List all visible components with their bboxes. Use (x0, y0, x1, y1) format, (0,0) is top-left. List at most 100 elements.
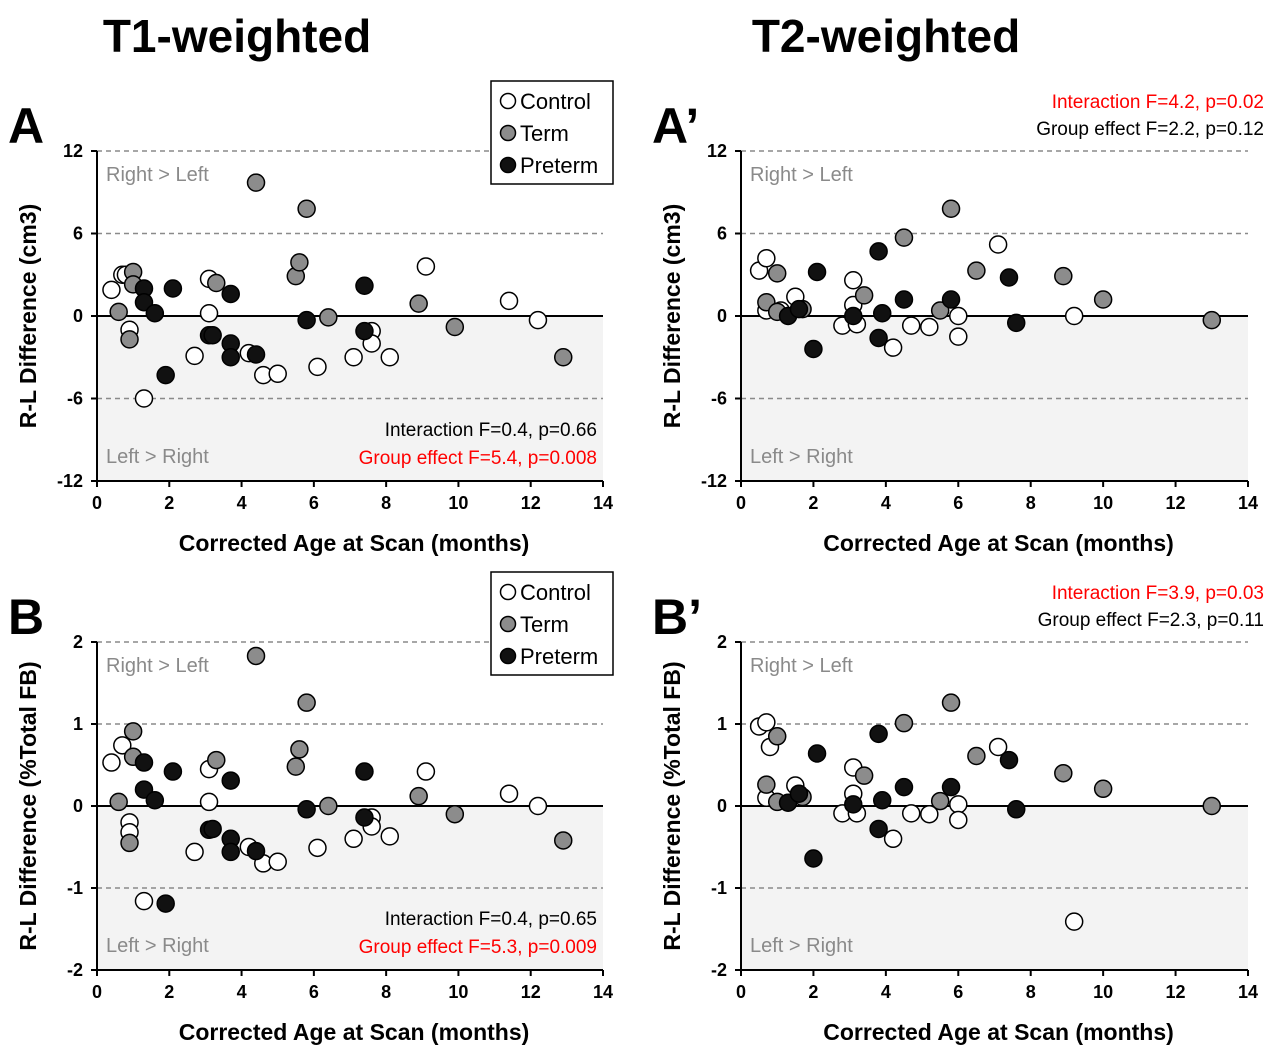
data-point-preterm (807, 744, 827, 763)
data-point-preterm (221, 284, 240, 304)
x-tick-label: 8 (381, 982, 391, 1002)
y-tick-label: -1 (711, 878, 727, 898)
data-point-control (844, 271, 863, 290)
x-tick-label: 14 (1238, 982, 1258, 1002)
data-point-control (901, 316, 921, 335)
legend-marker-term (499, 124, 517, 142)
data-point-preterm (203, 819, 222, 839)
data-point-control (757, 249, 776, 268)
data-point-preterm (221, 771, 240, 790)
data-point-control (757, 713, 776, 732)
data-point-preterm (156, 894, 175, 913)
data-point-control (1064, 912, 1084, 931)
data-point-preterm (1006, 313, 1026, 333)
legend-entry-control: Control (520, 89, 591, 114)
data-point-preterm (807, 262, 827, 282)
data-point-preterm (789, 299, 809, 319)
y-tick-label: 1 (717, 714, 727, 734)
x-tick-label: 0 (736, 982, 746, 1002)
stat-annotation: Group effect F=5.3, p=0.009 (359, 937, 597, 958)
data-point-preterm (355, 321, 374, 341)
data-point-preterm (1006, 800, 1026, 819)
y-tick-label: 6 (73, 224, 83, 244)
stat-annotation: Interaction F=4.2, p=0.02 (1052, 92, 1264, 113)
data-point-term (1054, 763, 1073, 783)
data-point-control (949, 306, 968, 326)
y-tick-label: -1 (67, 878, 83, 898)
data-point-preterm (221, 348, 240, 367)
x-tick-label: 2 (808, 982, 818, 1002)
data-point-control (883, 829, 903, 849)
x-tick-label: 14 (1238, 493, 1258, 513)
x-tick-label: 8 (1026, 982, 1036, 1002)
x-tick-label: 4 (237, 493, 247, 513)
data-point-preterm (872, 791, 892, 810)
data-point-preterm (844, 795, 863, 814)
y-tick-label: -12 (701, 471, 727, 491)
data-point-term (1093, 779, 1113, 799)
panel-letter: B (8, 589, 44, 645)
x-tick-label: 4 (237, 982, 247, 1002)
data-point-term (246, 646, 266, 666)
data-point-term (445, 804, 465, 824)
data-point-control (528, 310, 548, 330)
legend-entry-term: Term (520, 121, 569, 146)
data-point-preterm (246, 841, 266, 861)
data-point-preterm (872, 304, 892, 323)
data-point-control (113, 736, 132, 755)
x-tick-label: 6 (309, 493, 319, 513)
data-point-term (894, 228, 914, 247)
region-label-right-greater: Right > Left (750, 164, 853, 186)
data-point-term (445, 317, 465, 337)
data-point-control (949, 810, 968, 830)
data-point-term (207, 750, 226, 770)
data-point-term (894, 713, 914, 733)
chart-panel-a-prime: 12 6 0 -6 -12 0 2 4 6 8 10 12 14 Corrected Age at Sca… (652, 92, 1264, 556)
data-point-control (416, 257, 436, 276)
x-tick-label: 10 (1093, 982, 1113, 1002)
x-tick-label: 12 (1166, 493, 1186, 513)
data-point-preterm (804, 339, 823, 359)
data-point-term (290, 740, 309, 759)
data-point-term (767, 727, 787, 746)
x-tick-label: 6 (953, 982, 963, 1002)
x-tick-label: 0 (736, 493, 746, 513)
stat-annotation: Group effect F=2.3, p=0.11 (1038, 610, 1264, 631)
y-tick-label: -2 (711, 960, 727, 980)
stat-annotation: Interaction F=0.4, p=0.66 (385, 420, 597, 441)
panel-letter: A (8, 98, 44, 154)
data-point-term (553, 348, 573, 367)
data-point-preterm (355, 808, 374, 827)
region-label-left-greater: Left > Right (106, 446, 209, 468)
legend-marker-term (499, 615, 517, 633)
legend-entry-control: Control (520, 580, 591, 605)
legend: Control Term Preterm (490, 571, 614, 676)
y-axis-label: R-L Difference (cm3) (15, 204, 41, 429)
column-title-t1: T1-weighted (103, 10, 371, 62)
data-point-term (109, 302, 128, 322)
x-tick-label: 12 (521, 982, 541, 1002)
data-point-control (102, 753, 121, 772)
data-point-control (380, 348, 400, 367)
data-point-term (1202, 310, 1222, 330)
data-point-term (319, 308, 338, 327)
data-point-term (120, 833, 139, 853)
data-point-term (109, 792, 128, 812)
data-point-control (949, 795, 968, 814)
data-point-term (1202, 796, 1222, 816)
data-point-preterm (297, 800, 316, 819)
legend-marker-preterm (499, 647, 517, 665)
legend-marker-preterm (499, 156, 517, 174)
data-point-term (967, 261, 986, 280)
data-point-term (120, 330, 139, 349)
data-point-term (757, 775, 776, 794)
x-tick-label: 6 (953, 493, 963, 513)
data-point-term (319, 796, 338, 816)
region-label-left-greater: Left > Right (750, 935, 853, 957)
region-label-left-greater: Left > Right (750, 446, 853, 468)
data-point-control (308, 357, 327, 377)
y-tick-label: 12 (63, 141, 83, 161)
data-point-term (854, 766, 874, 785)
